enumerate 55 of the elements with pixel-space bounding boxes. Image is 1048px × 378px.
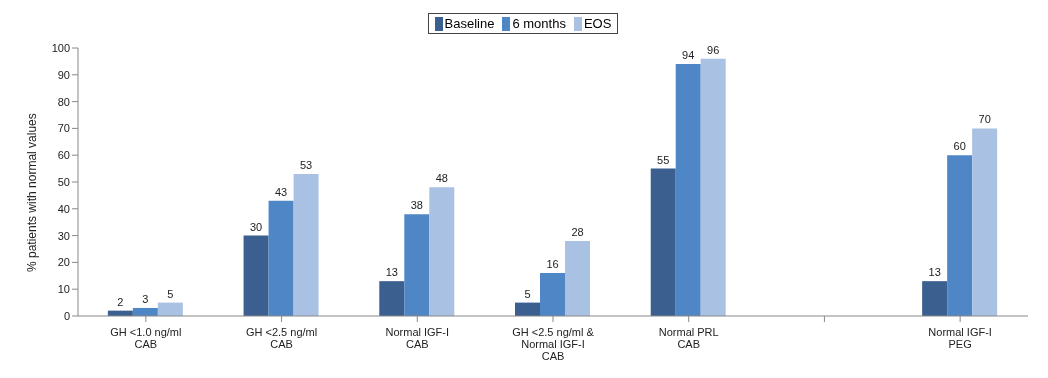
x-tick-label: Normal IGF-I PEG [928, 326, 992, 350]
data-label: 2 [117, 295, 124, 308]
data-label: 16 [546, 258, 559, 271]
data-label: 48 [435, 172, 448, 185]
bar [404, 214, 430, 316]
bar [293, 173, 319, 316]
data-label: 94 [682, 49, 695, 62]
y-tick-label: 10 [57, 283, 70, 296]
data-label: 30 [249, 220, 263, 233]
y-tick-label: 30 [57, 229, 70, 242]
data-label: 38 [410, 199, 423, 212]
data-label: 70 [978, 113, 991, 126]
bar [515, 302, 540, 316]
y-tick-label: 50 [57, 175, 70, 188]
y-tick-label: 80 [57, 95, 70, 108]
y-tick-label: 100 [51, 41, 70, 54]
bar [429, 187, 455, 316]
x-tick-label: GH <1.0 ng/ml CAB [110, 326, 182, 350]
bar [675, 64, 701, 316]
data-label: 13 [385, 266, 398, 279]
legend-label: Baseline [443, 16, 495, 31]
y-tick-label: 20 [57, 256, 70, 269]
data-label: 53 [299, 158, 313, 171]
data-label: 5 [167, 287, 174, 300]
data-label: 5 [524, 287, 531, 300]
bar [379, 281, 405, 316]
data-label: 13 [928, 266, 941, 279]
bar [700, 58, 726, 316]
bar [157, 302, 183, 316]
y-tick-label: 60 [57, 149, 70, 162]
y-tick-label: 70 [57, 122, 70, 135]
bar [947, 155, 973, 316]
legend-label: EOS [582, 16, 612, 31]
x-tick-label: GH <2.5 ng/ml CAB [245, 326, 318, 350]
y-tick-label: 0 [63, 309, 70, 322]
legend-label: 6 months [511, 16, 566, 31]
bar [650, 168, 676, 316]
data-label: 60 [953, 140, 966, 153]
y-tick-label: 40 [57, 202, 70, 215]
data-label: 3 [142, 292, 149, 305]
x-tick-label: Normal IGF-I CAB [385, 326, 450, 350]
bar [243, 235, 269, 316]
bar [565, 240, 590, 316]
x-tick-label: Normal PRL CAB [658, 326, 719, 350]
data-label: 96 [707, 43, 720, 56]
bar [922, 281, 948, 316]
data-label: 43 [274, 185, 288, 198]
data-label: 28 [571, 225, 584, 238]
y-tick-label: 90 [57, 68, 70, 81]
bar [972, 128, 998, 316]
data-label: 55 [657, 153, 670, 166]
y-axis-title: % patients with normal values [25, 113, 40, 272]
bar [540, 273, 565, 316]
bar [268, 200, 294, 316]
x-tick-label: GH <2.5 ng/ml & Normal IGF-I CAB [512, 326, 595, 362]
